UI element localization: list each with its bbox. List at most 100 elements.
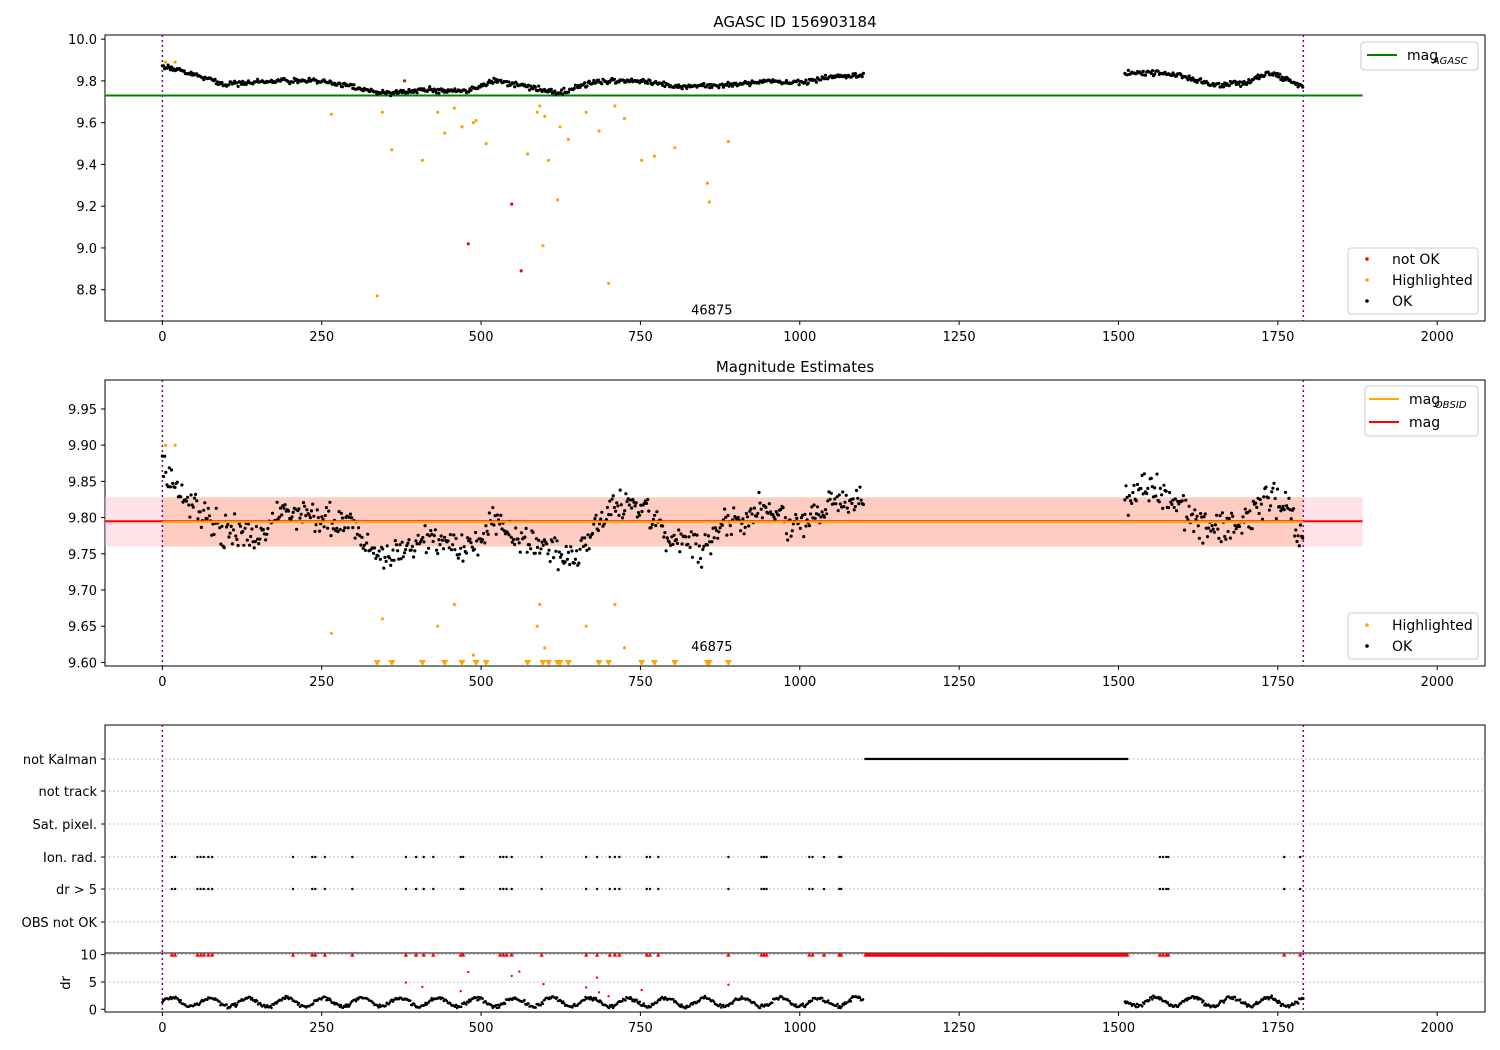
ok-point xyxy=(299,512,303,516)
ok-point xyxy=(1269,504,1273,508)
ok-point xyxy=(169,65,174,69)
ok-point xyxy=(757,490,761,495)
dr-point xyxy=(1231,997,1235,1001)
ion-rad-flag xyxy=(210,855,214,859)
ok-point xyxy=(253,540,257,544)
ok-point xyxy=(1231,514,1235,519)
x-tick-label: 0 xyxy=(158,675,166,690)
ok-point xyxy=(706,534,711,538)
ok-point xyxy=(1263,73,1267,77)
ok-point xyxy=(583,81,587,85)
dr-point xyxy=(1245,1005,1249,1008)
not-kalman-flag xyxy=(1028,757,1031,761)
not-kalman-flag xyxy=(1005,757,1008,761)
dr-point xyxy=(770,1001,774,1005)
ok-point xyxy=(639,503,643,507)
x-tick-label: 500 xyxy=(469,1021,494,1036)
ok-point xyxy=(832,502,836,506)
ok-point xyxy=(454,536,458,541)
ok-point xyxy=(651,517,656,521)
flag-category-label: not track xyxy=(38,785,97,800)
ok-point xyxy=(580,536,584,540)
below-range-marker xyxy=(556,660,564,666)
ok-point xyxy=(1143,73,1148,77)
ok-point xyxy=(806,81,810,85)
dr-gt-5-flag xyxy=(585,887,588,891)
ok-point xyxy=(1203,512,1207,516)
ok-point xyxy=(654,524,658,528)
ok-point xyxy=(182,69,186,73)
ok-point xyxy=(554,549,558,553)
dr-not-ok-point xyxy=(585,986,588,989)
ok-point xyxy=(823,73,828,77)
ok-point xyxy=(596,528,601,533)
highlighted-point xyxy=(329,112,333,116)
ion-rad-flag xyxy=(323,855,327,859)
ok-point xyxy=(680,87,684,91)
dr-point xyxy=(591,999,594,1002)
dr-point xyxy=(555,996,559,999)
ok-point xyxy=(1270,490,1274,494)
not-kalman-flag xyxy=(864,757,867,761)
ok-point xyxy=(857,502,861,506)
dr-point xyxy=(840,1005,843,1008)
ok-point xyxy=(562,86,566,90)
dr-gt-5-flag xyxy=(811,887,814,891)
ok-point xyxy=(1211,527,1215,531)
y-tick-label: 0 xyxy=(89,1003,97,1018)
ok-point xyxy=(1168,490,1172,495)
ok-point xyxy=(1130,501,1134,505)
dr-capped-marker xyxy=(1282,952,1287,957)
ok-point xyxy=(663,531,667,535)
ok-point xyxy=(1166,506,1171,510)
ok-point xyxy=(378,557,382,561)
ok-point xyxy=(531,87,535,91)
ok-point xyxy=(322,525,326,529)
not-kalman-flag xyxy=(912,757,915,761)
not-kalman-flag xyxy=(904,757,907,761)
ok-point xyxy=(860,75,864,79)
dr-point xyxy=(842,1003,845,1007)
ok-point xyxy=(220,81,224,85)
ok-point xyxy=(523,535,527,539)
dr-point xyxy=(1140,1004,1144,1008)
ok-point xyxy=(537,538,541,543)
dr-point xyxy=(1259,1000,1262,1003)
ok-point xyxy=(607,513,611,517)
ok-point xyxy=(739,529,743,533)
dr-point xyxy=(1270,994,1273,997)
below-range-marker xyxy=(671,660,679,666)
dr-point xyxy=(408,999,412,1002)
ok-point xyxy=(316,516,320,520)
ok-point xyxy=(436,551,440,556)
ok-point xyxy=(626,497,630,501)
ok-point xyxy=(206,506,210,510)
ion-rad-flag xyxy=(196,855,199,859)
ok-point xyxy=(726,513,730,518)
not-kalman-flag xyxy=(867,757,870,761)
ok-point xyxy=(280,513,284,517)
dr-point xyxy=(1266,995,1269,999)
dr-point xyxy=(179,998,182,1002)
ok-point xyxy=(1124,484,1128,488)
ok-point xyxy=(394,543,398,547)
ok-point xyxy=(198,510,202,514)
below-range-marker xyxy=(373,660,381,666)
ok-point xyxy=(703,533,707,537)
ok-point xyxy=(460,533,464,537)
ok-point xyxy=(1199,511,1203,516)
ok-point xyxy=(586,533,590,537)
highlighted-point xyxy=(173,60,177,64)
legend-marker xyxy=(1365,299,1369,303)
ok-point xyxy=(371,551,376,555)
dr-point xyxy=(495,1006,499,1010)
dr-capped-marker xyxy=(656,952,661,957)
ok-point xyxy=(791,522,796,526)
ok-point xyxy=(468,537,472,541)
ok-point xyxy=(592,78,596,83)
highlighted-point xyxy=(484,142,488,146)
ok-point xyxy=(609,513,613,517)
ok-point xyxy=(622,512,626,516)
x-tick-label: 2000 xyxy=(1421,675,1454,690)
not-kalman-flag xyxy=(1003,757,1006,761)
